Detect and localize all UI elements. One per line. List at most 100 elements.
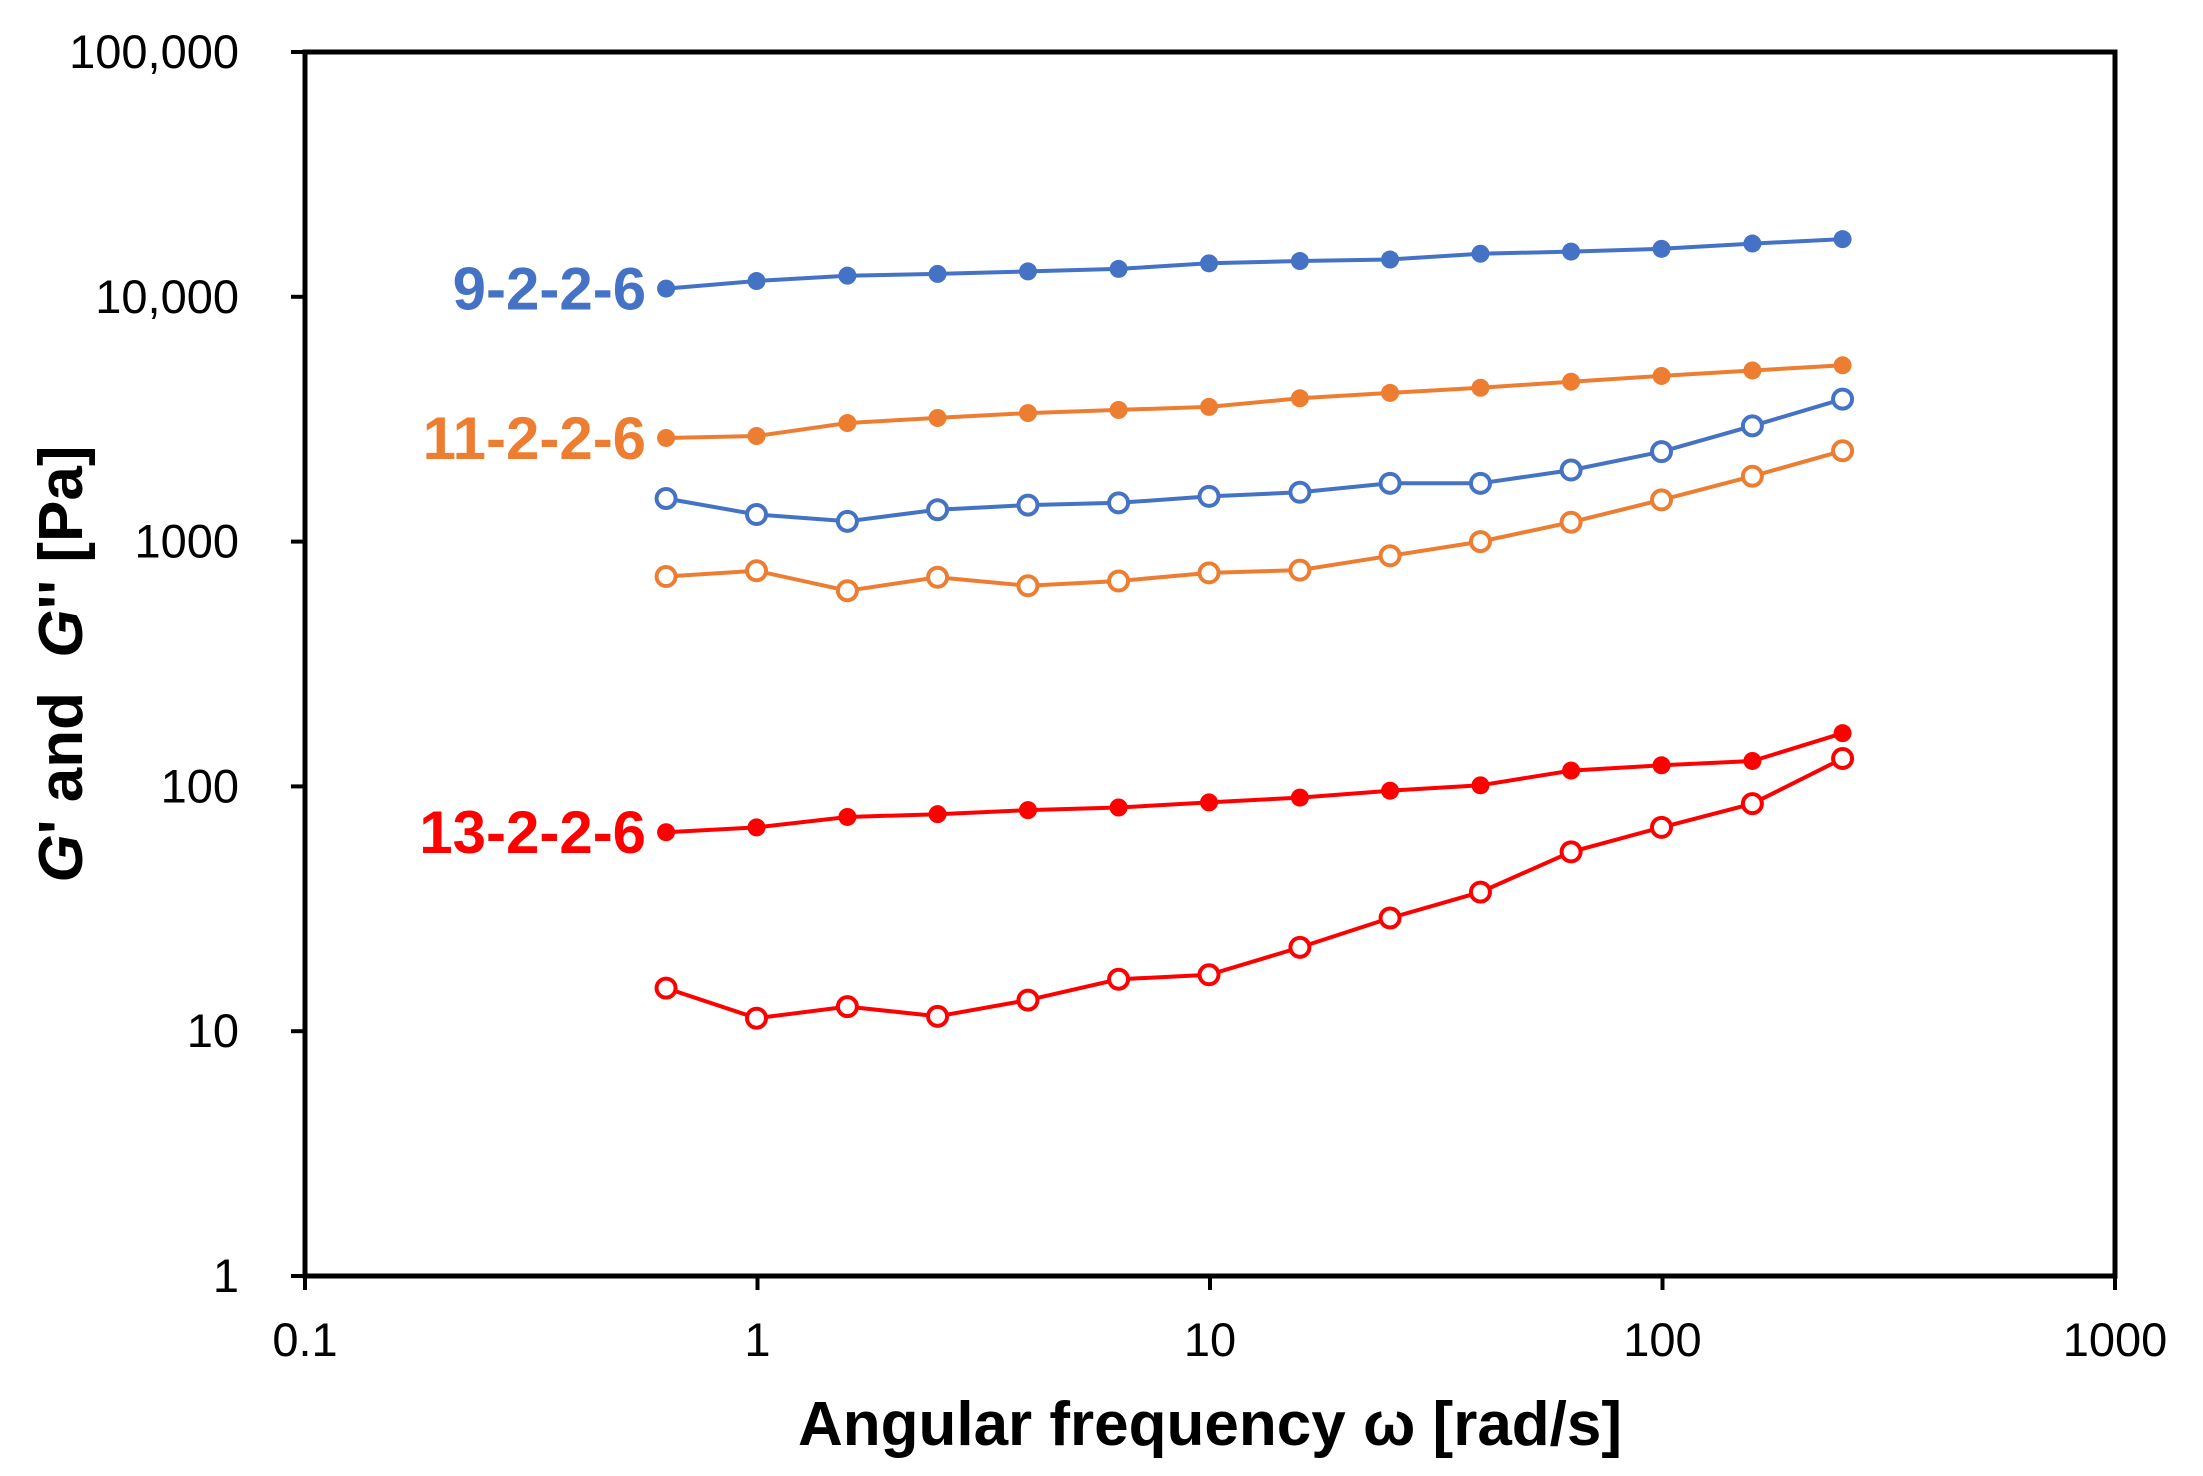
data-point	[926, 565, 950, 589]
y-axis-title-part: '' [Pa]	[27, 446, 96, 610]
x-axis-ticks	[303, 1276, 2117, 1290]
data-point	[747, 818, 766, 837]
data-point	[747, 272, 766, 291]
data-point	[1016, 574, 1040, 598]
y-axis-ticks	[291, 50, 305, 1278]
data-point	[1107, 491, 1131, 515]
data-point	[928, 408, 947, 427]
data-point	[1471, 244, 1490, 263]
series-13-2-2-6-storage-modulus	[657, 724, 1852, 842]
data-point	[1378, 906, 1402, 930]
series-9-2-2-6-storage-modulus	[657, 230, 1852, 298]
data-point	[835, 995, 859, 1019]
data-point	[1833, 356, 1852, 375]
data-point	[1290, 788, 1309, 807]
data-point	[654, 565, 678, 589]
data-point	[838, 414, 857, 433]
data-point	[926, 498, 950, 522]
data-point	[1650, 488, 1674, 512]
data-point	[1743, 234, 1762, 253]
series-line	[665, 756, 1844, 1021]
data-point	[928, 264, 947, 283]
data-point	[654, 976, 678, 1000]
series-labels: 9-2-2-6 11-2-2-6 13-2-2-6	[419, 256, 646, 867]
data-point	[1468, 880, 1492, 904]
y-axis-title-part: G	[27, 609, 96, 657]
data-point	[1562, 372, 1581, 391]
x-tick-label: 0.1	[272, 1313, 337, 1366]
data-point	[745, 503, 769, 527]
y-tick-label: 1	[213, 1249, 239, 1302]
data-point	[838, 807, 857, 826]
data-point	[1652, 239, 1671, 258]
data-point	[835, 509, 859, 533]
y-tick-label: 10,000	[95, 270, 239, 323]
data-point	[1833, 724, 1852, 743]
data-point	[654, 486, 678, 510]
data-point	[745, 559, 769, 583]
data-point	[1288, 558, 1312, 582]
data-point	[1107, 967, 1131, 991]
data-point	[1016, 988, 1040, 1012]
series-label: 11-2-2-6	[423, 405, 646, 472]
data-point	[1200, 793, 1219, 812]
data-point	[1018, 404, 1037, 423]
data-point	[1107, 569, 1131, 593]
x-tick-label: 1	[744, 1313, 770, 1366]
data-point	[1743, 361, 1762, 380]
data-point	[1381, 250, 1400, 269]
data-point	[1831, 387, 1855, 411]
x-tick-label: 10	[1184, 1313, 1236, 1366]
data-point	[1109, 400, 1128, 419]
data-point	[1109, 259, 1128, 278]
data-point	[1018, 262, 1037, 281]
data-point	[1200, 397, 1219, 416]
data-point	[1197, 484, 1221, 508]
data-series	[654, 230, 1855, 1030]
series-11-2-2-6-storage-modulus	[657, 356, 1852, 447]
y-axis-title-part: ' and	[27, 658, 96, 835]
data-point	[1831, 439, 1855, 463]
data-point	[1018, 801, 1037, 820]
y-axis-title-part: G	[27, 834, 96, 882]
data-point	[1378, 544, 1402, 568]
data-point	[1381, 781, 1400, 800]
data-point	[1381, 383, 1400, 402]
data-point	[838, 266, 857, 285]
y-tick-label: 100	[161, 759, 239, 812]
data-point	[1471, 378, 1490, 397]
data-point	[1652, 366, 1671, 385]
series-13-2-2-6-loss-modulus	[654, 747, 1855, 1030]
data-point	[1650, 815, 1674, 839]
series-line	[665, 731, 1844, 835]
y-tick-label: 100,000	[69, 25, 239, 78]
data-point	[1197, 963, 1221, 987]
data-point	[1378, 471, 1402, 495]
data-point	[1652, 756, 1671, 775]
data-point	[1743, 751, 1762, 770]
data-point	[1833, 230, 1852, 249]
x-axis-title: Angular frequency ω [rad/s]	[798, 1390, 1622, 1459]
data-point	[1559, 458, 1583, 482]
data-point	[1740, 464, 1764, 488]
data-point	[1740, 414, 1764, 438]
y-axis-title: G' and G'' [Pa]	[27, 446, 96, 883]
data-point	[1016, 493, 1040, 517]
data-point	[657, 428, 676, 447]
data-point	[1562, 761, 1581, 780]
data-point	[1200, 254, 1219, 273]
data-point	[1290, 252, 1309, 271]
x-tick-label: 100	[1623, 1313, 1701, 1366]
data-point	[1290, 389, 1309, 408]
data-point	[928, 805, 947, 824]
data-point	[835, 579, 859, 603]
x-tick-label: 1000	[2063, 1313, 2168, 1366]
data-point	[1468, 530, 1492, 554]
data-point	[1288, 480, 1312, 504]
data-point	[1288, 935, 1312, 959]
series-line	[666, 363, 1843, 440]
data-point	[1831, 747, 1855, 771]
data-point	[1559, 840, 1583, 864]
y-tick-label: 10	[187, 1004, 239, 1057]
